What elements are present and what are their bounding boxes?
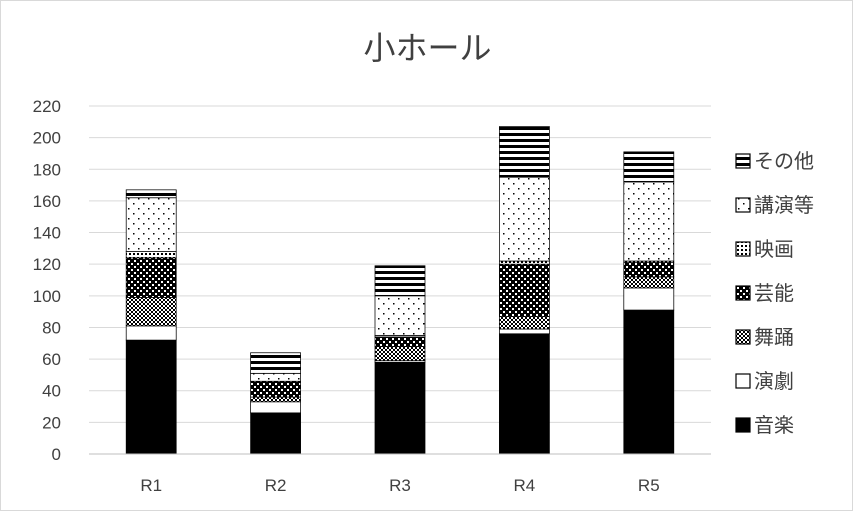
legend-swatch bbox=[735, 197, 751, 213]
bar-segment bbox=[374, 295, 426, 336]
bar-segment bbox=[499, 328, 550, 335]
legend-swatch bbox=[735, 329, 751, 345]
chart-title: 小ホール bbox=[363, 29, 492, 67]
bar-segment bbox=[374, 361, 426, 455]
bar-segment bbox=[374, 336, 426, 347]
bar-segment bbox=[623, 151, 675, 183]
bar-segment bbox=[125, 197, 177, 252]
legend-swatch bbox=[735, 417, 751, 433]
bar-segment bbox=[623, 262, 675, 278]
bar-segment bbox=[499, 176, 550, 262]
bar-segment bbox=[250, 352, 301, 374]
bar-segment bbox=[250, 401, 301, 414]
bar-segment bbox=[125, 339, 177, 455]
y-tick-label: 120 bbox=[33, 255, 61, 274]
legend-label: 音楽 bbox=[754, 414, 794, 437]
bar-segment bbox=[499, 126, 550, 178]
legend-label: 映画 bbox=[754, 238, 794, 261]
y-tick-label: 180 bbox=[33, 160, 61, 179]
y-tick-label: 200 bbox=[33, 129, 61, 148]
legend-swatch bbox=[735, 153, 751, 169]
x-tick-label: R2 bbox=[265, 476, 287, 495]
bar-segment bbox=[125, 297, 177, 327]
x-tick-label: R4 bbox=[514, 476, 536, 495]
bar-segment bbox=[499, 333, 550, 455]
legend-swatch bbox=[735, 241, 751, 257]
bar-segment bbox=[125, 251, 177, 259]
bar-segment bbox=[250, 396, 301, 403]
bar-segment bbox=[250, 380, 301, 398]
bar-segment bbox=[499, 263, 550, 317]
bar-segment bbox=[499, 316, 550, 330]
y-tick-label: 220 bbox=[33, 97, 61, 116]
y-tick-label: 80 bbox=[42, 318, 61, 337]
bar-segment bbox=[623, 309, 675, 455]
bar-segment bbox=[250, 372, 301, 382]
x-tick-label: R3 bbox=[389, 476, 411, 495]
y-tick-label: 0 bbox=[52, 445, 61, 464]
legend-label: その他 bbox=[754, 150, 814, 173]
bar-segment bbox=[623, 276, 675, 289]
bar-segment bbox=[623, 287, 675, 311]
y-tick-label: 160 bbox=[33, 192, 61, 211]
legend-label: 舞踊 bbox=[754, 326, 794, 349]
bar-segment bbox=[125, 257, 177, 298]
legend-swatch bbox=[735, 373, 751, 389]
legend-label: 演劇 bbox=[754, 370, 794, 393]
bar-segment bbox=[125, 325, 177, 341]
bar-segment bbox=[374, 346, 426, 362]
legend-swatch bbox=[735, 285, 751, 301]
y-tick-label: 40 bbox=[42, 382, 61, 401]
bar-segment bbox=[374, 265, 426, 297]
y-tick-label: 140 bbox=[33, 224, 61, 243]
bar-segment bbox=[499, 260, 550, 265]
x-tick-label: R1 bbox=[140, 476, 162, 495]
legend-label: 芸能 bbox=[754, 282, 794, 305]
y-tick-label: 20 bbox=[42, 413, 61, 432]
bar-segment bbox=[125, 189, 177, 199]
bar-segment bbox=[250, 412, 301, 455]
y-tick-label: 60 bbox=[42, 350, 61, 369]
bar-segment bbox=[623, 181, 675, 262]
x-tick-label: R5 bbox=[638, 476, 660, 495]
legend-label: 講演等 bbox=[754, 194, 814, 217]
y-tick-label: 100 bbox=[33, 287, 61, 306]
